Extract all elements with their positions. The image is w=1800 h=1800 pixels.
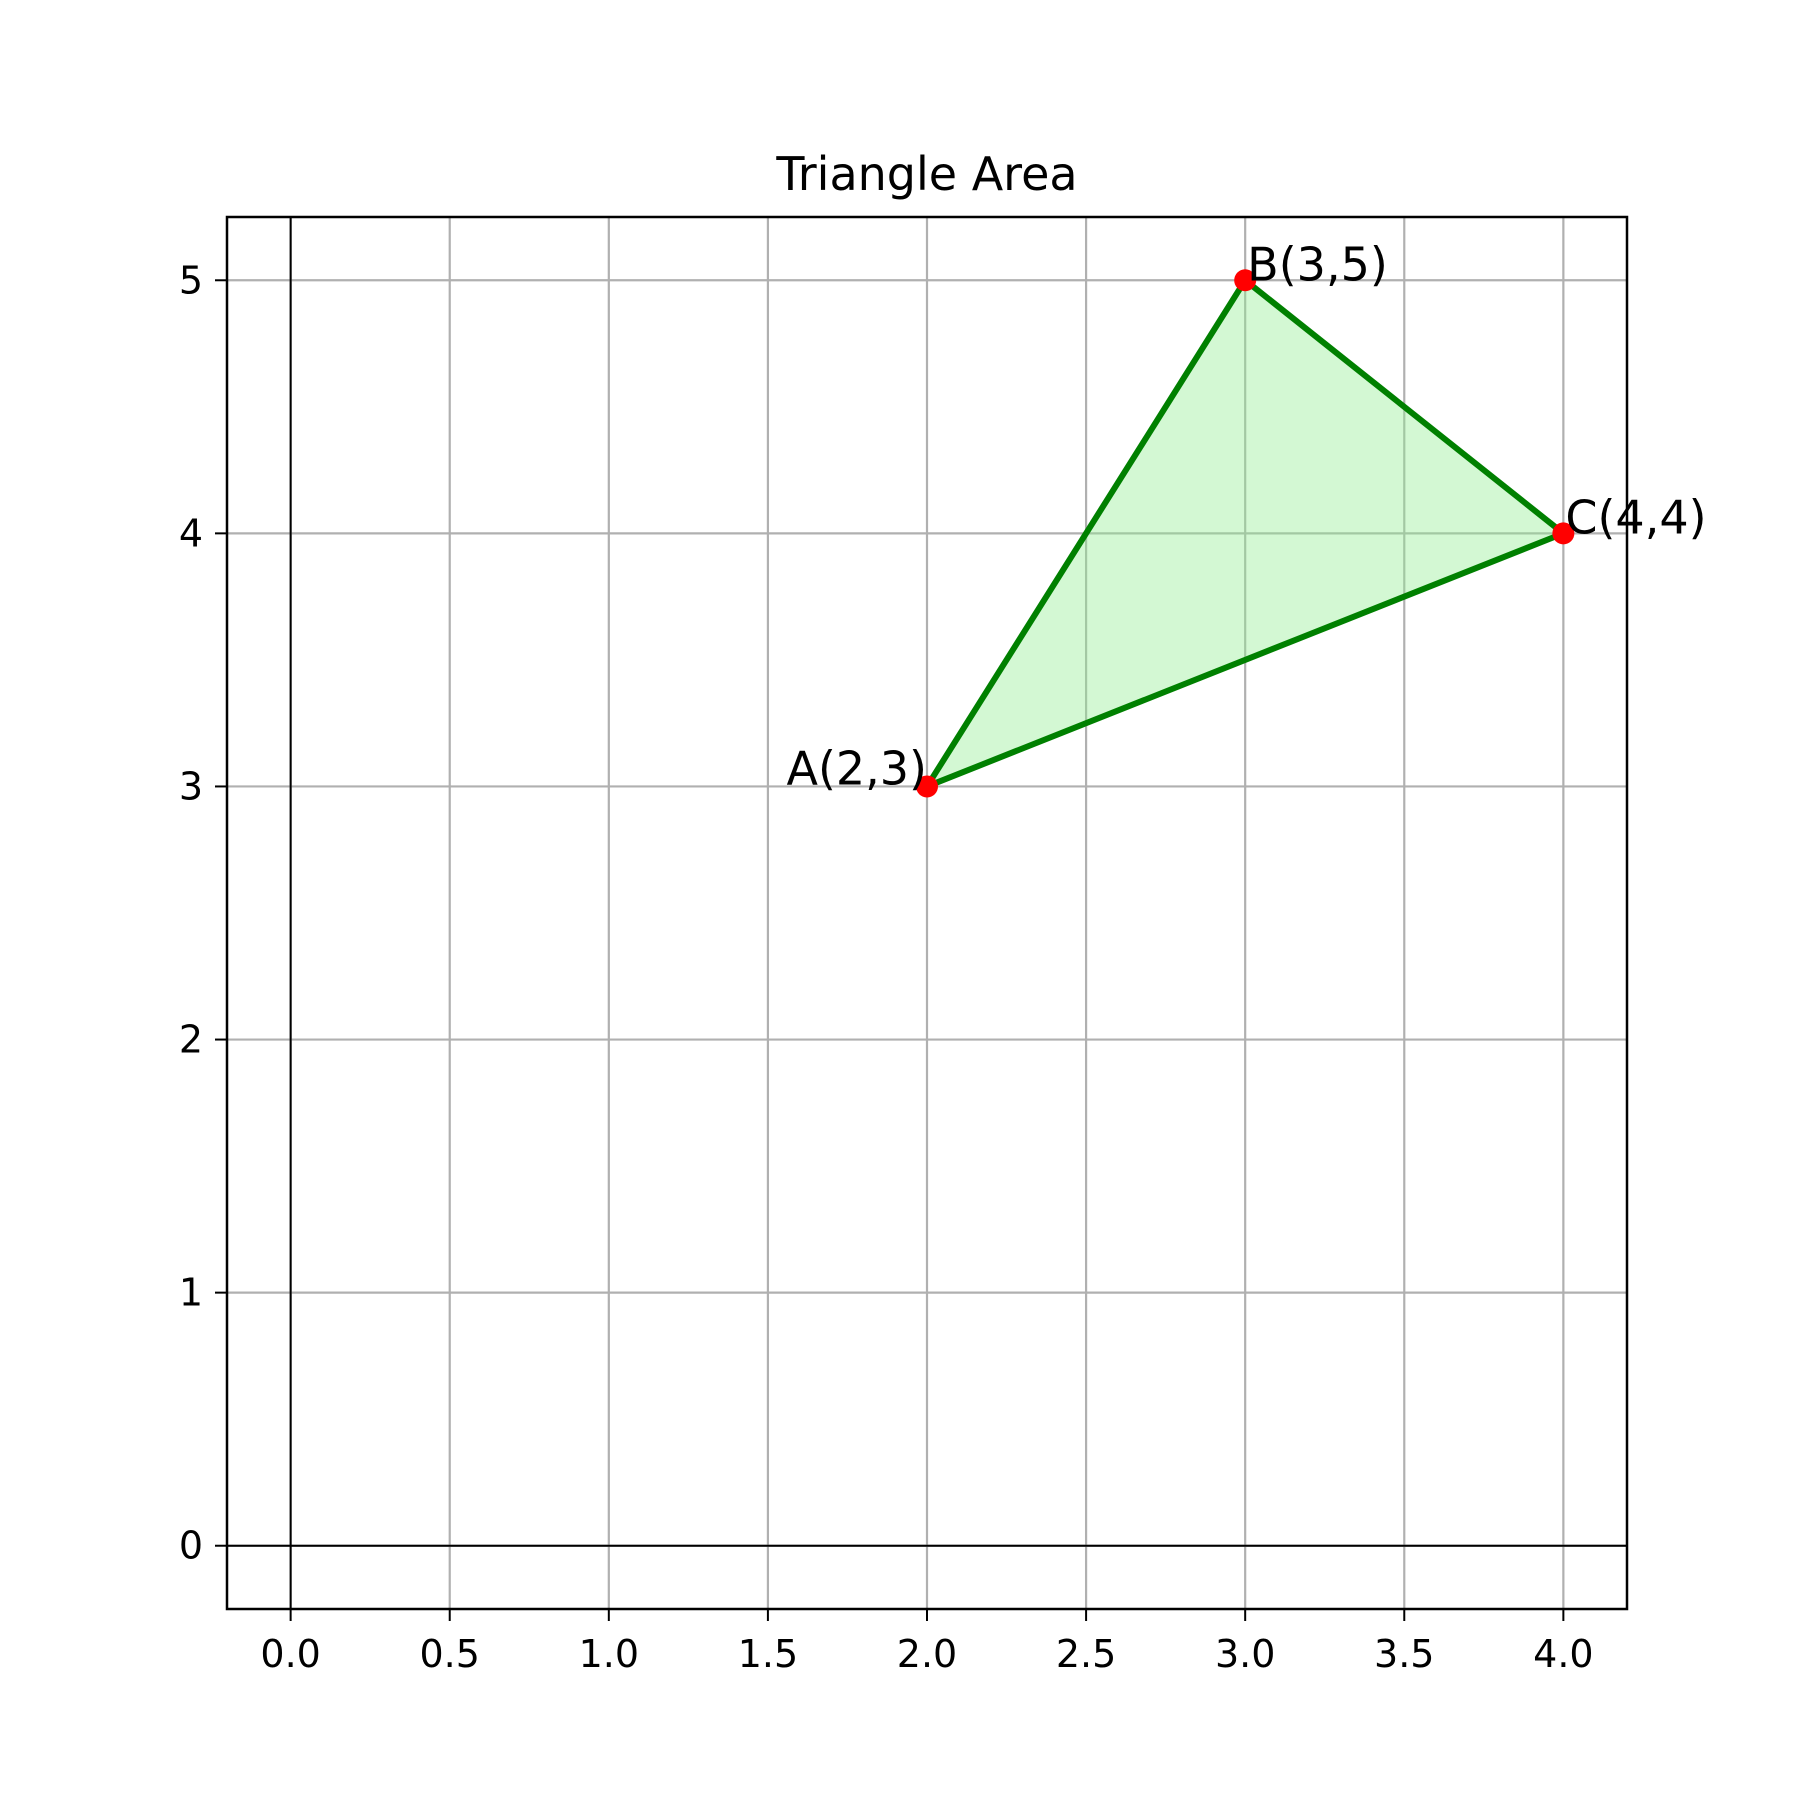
y-tick-label: 5 — [179, 258, 203, 302]
y-tick-label: 0 — [179, 1524, 203, 1568]
x-tick-label: 1.5 — [738, 1632, 798, 1676]
triangle-edge — [924, 277, 1567, 790]
x-tick-label: 1.0 — [579, 1632, 639, 1676]
vertex-point — [1552, 522, 1575, 545]
vertex-point — [916, 775, 938, 798]
y-tick-label: 4 — [179, 511, 203, 555]
y-tick-label: 1 — [179, 1271, 203, 1315]
vertex-label: C(4,4) — [1565, 490, 1706, 544]
vertex-point — [1234, 269, 1257, 292]
y-tick-label: 2 — [179, 1018, 203, 1062]
x-tick-label: 2.0 — [897, 1632, 957, 1676]
triangle-fill — [927, 280, 1564, 787]
triangle — [924, 277, 1567, 790]
zero-lines — [227, 217, 1627, 1609]
y-tick-label: 3 — [179, 764, 203, 808]
x-tick-label: 0.5 — [420, 1632, 480, 1676]
ticks: 0.0 0.5 1.0 1.5 2.0 2.5 3.0 3.5 4.0 0 1 2 3 4 5 — [179, 258, 1594, 1676]
vertex-label: B(3,5) — [1247, 237, 1388, 291]
x-tick-label: 3.0 — [1215, 1632, 1275, 1676]
vertices: A(2,3) B(3,5) C(4,4) — [786, 237, 1707, 798]
chart-title: Triangle Area — [775, 147, 1077, 201]
x-tick-label: 0.0 — [260, 1632, 320, 1676]
x-tick-label: 4.0 — [1533, 1632, 1593, 1676]
x-tick-label: 3.5 — [1374, 1632, 1434, 1676]
vertex-label: A(2,3) — [786, 741, 927, 795]
x-tick-label: 2.5 — [1056, 1632, 1116, 1676]
